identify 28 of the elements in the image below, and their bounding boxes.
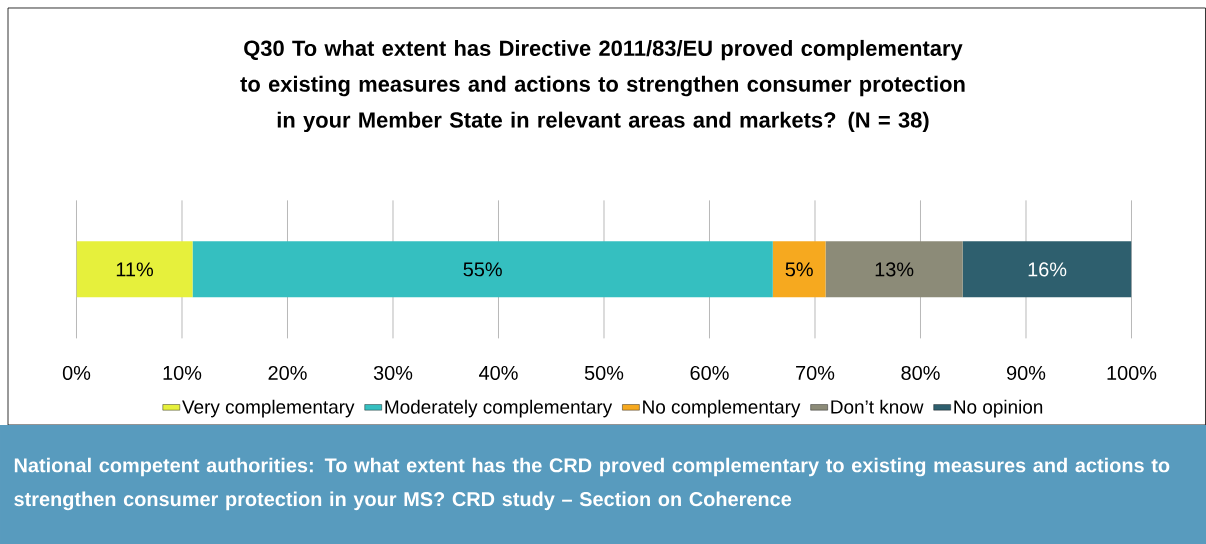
text: National competent authorities: To what extent has the CRD proved complementary to existing measures and actions to strengthen consumer protection in your MS? CRD study – Section on Coherence (14, 457, 1170, 511)
data-label: 16% (1028, 262, 1067, 277)
legend-label: Moderately complementary (385, 399, 613, 418)
bar (192, 241, 773, 298)
data-label: 13% (875, 262, 914, 277)
x-tick-label: 50% (584, 365, 624, 380)
x-tick-label: 0% (62, 365, 91, 380)
x-tick-label: 20% (268, 365, 307, 380)
x-tick-label: 70% (796, 365, 835, 380)
x-tick-label: 90% (1006, 365, 1046, 380)
x-tick-label: 10% (163, 365, 202, 380)
bar (962, 241, 1132, 298)
x-tick-label: 30% (373, 365, 413, 380)
x-tick-label: 80% (901, 365, 940, 380)
data-label: 5% (785, 262, 813, 277)
chart-title: Q30 To what extent has Directive 2011/83/EU proved complementary to existing measures and actions to strengthen consumer protection in your Member State in relevant areas and markets? (N = 38) (240, 39, 965, 133)
legend-label: Very complementary (182, 399, 355, 418)
legend-label: No opinion (954, 399, 1043, 418)
legend-label: No complementary (643, 399, 801, 418)
x-tick-label: 100% (1107, 365, 1157, 380)
legend-label: Don’t know (831, 399, 924, 414)
x-tick-label: 60% (690, 365, 729, 380)
x-tick-label: 40% (479, 365, 518, 380)
bar (76, 241, 193, 298)
data-label: 11% (116, 262, 153, 277)
data-label: 55% (463, 262, 502, 277)
bar (825, 241, 963, 298)
bar (772, 241, 826, 298)
